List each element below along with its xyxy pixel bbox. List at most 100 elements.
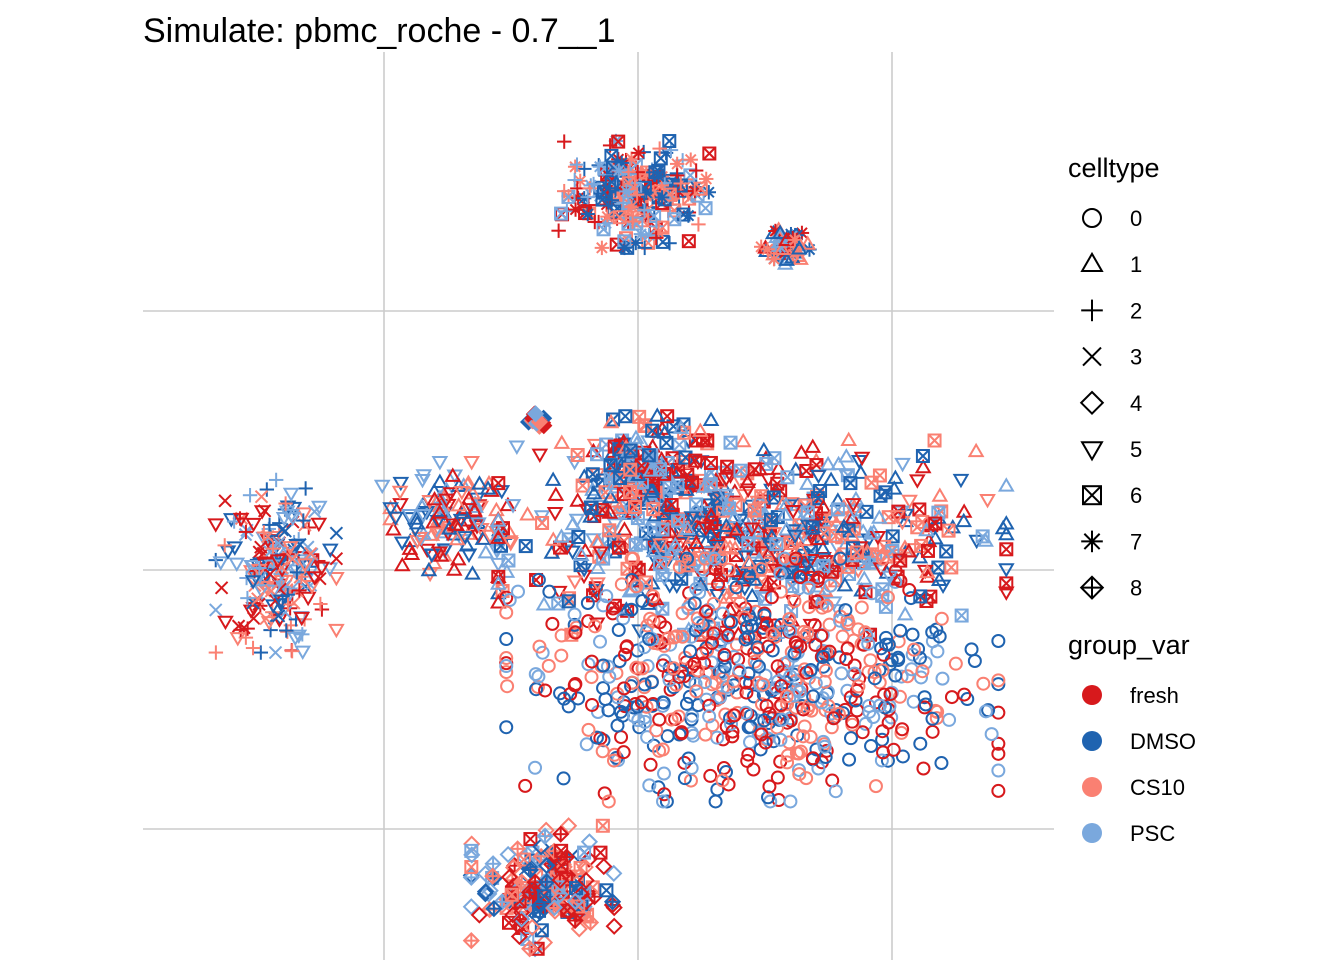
point-celltype-1 xyxy=(645,542,663,558)
point-celltype-1 xyxy=(928,516,943,531)
point-celltype-2 xyxy=(617,240,632,256)
legend-celltype-item: 7 xyxy=(1081,529,1142,554)
point-celltype-0 xyxy=(642,632,657,647)
point-celltype-1 xyxy=(939,544,954,559)
point-celltype-0 xyxy=(528,760,543,775)
point-celltype-8 xyxy=(773,240,791,256)
point-celltype-0 xyxy=(689,684,704,699)
point-celltype-2 xyxy=(623,166,638,182)
point-celltype-1 xyxy=(734,432,752,448)
point-celltype-0 xyxy=(840,617,855,632)
point-celltype-2 xyxy=(637,240,652,256)
point-celltype-0 xyxy=(530,679,545,694)
point-celltype-3 xyxy=(306,571,323,586)
point-celltype-0 xyxy=(723,615,738,630)
point-celltype-0 xyxy=(932,629,947,644)
point-celltype-6 xyxy=(648,407,666,422)
point-celltype-0 xyxy=(571,691,586,706)
point-celltype-1 xyxy=(944,560,959,575)
point-celltype-0 xyxy=(840,641,855,656)
point-celltype-1 xyxy=(843,527,861,542)
point-celltype-0 xyxy=(817,739,832,754)
point-celltype-1 xyxy=(817,582,834,597)
point-celltype-5 xyxy=(401,512,419,527)
legend-celltype-key xyxy=(1081,530,1103,553)
point-celltype-4 xyxy=(513,873,531,891)
point-celltype-0 xyxy=(659,794,674,809)
point-celltype-0 xyxy=(616,611,631,626)
point-celltype-1 xyxy=(726,508,743,524)
legend-group-var-key xyxy=(1082,685,1102,705)
point-celltype-6 xyxy=(643,483,661,498)
point-celltype-1 xyxy=(855,570,873,585)
point-celltype-0 xyxy=(841,616,856,631)
point-celltype-3 xyxy=(260,616,278,631)
point-celltype-0 xyxy=(834,666,849,681)
point-celltype-2 xyxy=(667,212,682,227)
point-celltype-0 xyxy=(581,657,596,672)
point-celltype-0 xyxy=(499,720,514,735)
point-celltype-0 xyxy=(948,656,963,671)
point-celltype-0 xyxy=(732,663,747,678)
point-celltype-3 xyxy=(303,546,318,561)
point-celltype-0 xyxy=(751,659,766,674)
point-celltype-0 xyxy=(883,687,898,702)
point-celltype-0 xyxy=(584,654,599,669)
point-celltype-0 xyxy=(584,670,599,685)
point-celltype-3 xyxy=(226,541,244,556)
point-celltype-6 xyxy=(703,477,718,492)
point-celltype-3 xyxy=(228,557,246,573)
point-celltype-1 xyxy=(887,469,904,484)
point-celltype-5 xyxy=(433,524,451,539)
point-celltype-0 xyxy=(925,625,940,640)
point-celltype-2 xyxy=(699,171,714,187)
point-celltype-0 xyxy=(629,660,644,675)
point-celltype-4 xyxy=(538,873,556,891)
legend-celltype-label: 2 xyxy=(1130,298,1142,323)
point-celltype-1 xyxy=(799,475,816,490)
point-celltype-0 xyxy=(596,598,611,613)
point-celltype-4 xyxy=(554,858,569,873)
point-celltype-2 xyxy=(669,156,685,172)
point-celltype-2 xyxy=(577,161,592,177)
point-celltype-0 xyxy=(721,562,736,577)
point-celltype-0 xyxy=(617,681,632,696)
point-celltype-1 xyxy=(838,469,855,484)
point-celltype-3 xyxy=(252,584,270,599)
legend-celltype-key xyxy=(1079,575,1105,600)
point-celltype-5 xyxy=(488,501,505,517)
point-celltype-1 xyxy=(873,488,888,503)
legend-celltype-item: 4 xyxy=(1079,390,1142,416)
point-celltype-1 xyxy=(489,575,507,590)
point-celltype-0 xyxy=(685,708,700,723)
point-celltype-5 xyxy=(411,531,428,547)
point-celltype-4 xyxy=(516,852,531,867)
point-celltype-2 xyxy=(662,236,677,251)
point-celltype-0 xyxy=(739,620,754,635)
point-celltype-1 xyxy=(634,518,651,533)
point-celltype-0 xyxy=(637,714,652,729)
point-celltype-4 xyxy=(537,856,556,875)
point-celltype-3 xyxy=(259,482,275,497)
point-celltype-4 xyxy=(470,906,488,924)
point-celltype-1 xyxy=(743,587,761,603)
point-celltype-0 xyxy=(644,675,659,690)
point-celltype-8 xyxy=(778,251,795,266)
point-celltype-3 xyxy=(296,513,311,528)
point-celltype-1 xyxy=(952,473,970,489)
point-celltype-6 xyxy=(703,455,718,470)
point-celltype-0 xyxy=(888,668,903,683)
point-celltype-1 xyxy=(967,442,985,458)
legend-group-var-title: group_var xyxy=(1068,630,1190,660)
point-celltype-1 xyxy=(628,537,643,552)
legend-celltype-label: 3 xyxy=(1130,345,1142,370)
point-celltype-1 xyxy=(894,457,911,473)
point-celltype-0 xyxy=(675,629,690,644)
point-celltype-4 xyxy=(599,883,614,898)
point-celltype-0 xyxy=(991,677,1006,692)
point-celltype-0 xyxy=(518,778,533,793)
point-celltype-3 xyxy=(262,517,277,533)
point-celltype-1 xyxy=(751,460,768,476)
point-celltype-1 xyxy=(682,521,700,537)
